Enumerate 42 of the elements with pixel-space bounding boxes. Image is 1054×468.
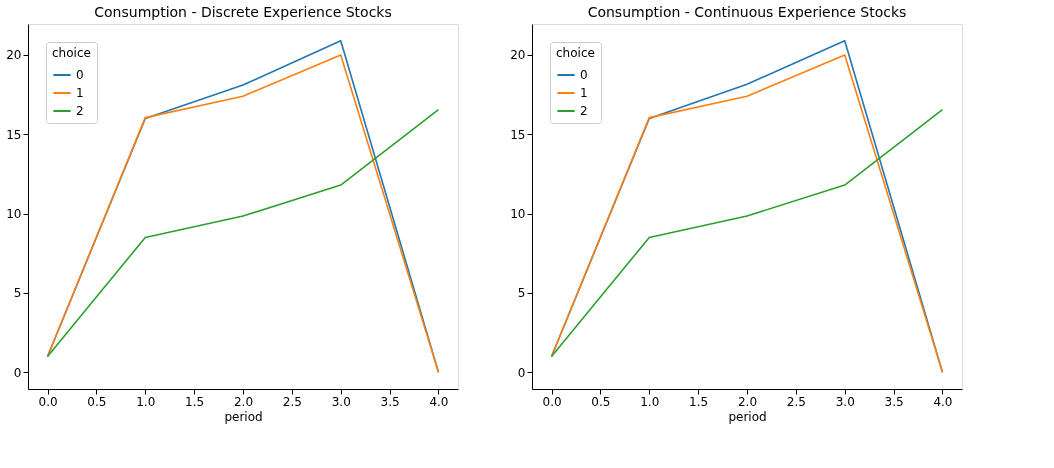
y-tick-label: 10 bbox=[510, 207, 526, 222]
y-tick-label: 15 bbox=[510, 127, 526, 142]
x-tick-label: 3.0 bbox=[835, 394, 855, 409]
legend-title: choice bbox=[556, 46, 595, 60]
legend-label: 1 bbox=[580, 86, 588, 100]
x-axis-title: period bbox=[224, 409, 263, 424]
x-tick-label: 2.0 bbox=[233, 394, 254, 409]
line-series bbox=[46, 108, 440, 358]
x-tick-label: 1.0 bbox=[640, 394, 660, 409]
y-tick-label: 10 bbox=[6, 207, 22, 222]
x-axis-title: period bbox=[728, 409, 767, 424]
x-tick-label: 0.0 bbox=[38, 394, 58, 409]
x-tick-label: 3.5 bbox=[884, 394, 904, 409]
chart-title: Consumption - Discrete Experience Stocks bbox=[94, 4, 392, 20]
y-tick-label: 15 bbox=[6, 127, 22, 142]
line-series bbox=[550, 108, 944, 358]
x-tick-label: 0.5 bbox=[591, 394, 611, 409]
x-tick-label: 2.5 bbox=[282, 394, 302, 409]
x-tick-label: 1.0 bbox=[136, 394, 156, 409]
y-tick-label: 5 bbox=[13, 286, 22, 301]
legend-label: 0 bbox=[76, 68, 84, 82]
legend-label: 0 bbox=[580, 68, 588, 82]
legend-label: 2 bbox=[76, 104, 84, 118]
y-tick-label: 0 bbox=[13, 365, 22, 380]
x-tick-label: 0.5 bbox=[87, 394, 107, 409]
x-tick-label: 1.5 bbox=[185, 394, 205, 409]
y-tick-label: 0 bbox=[517, 365, 526, 380]
x-tick-label: 4.0 bbox=[429, 394, 449, 409]
x-tick-label: 0.0 bbox=[542, 394, 562, 409]
legend-title: choice bbox=[52, 46, 91, 60]
x-tick-label: 4.0 bbox=[933, 394, 953, 409]
x-tick-label: 2.5 bbox=[786, 394, 806, 409]
legend-label: 2 bbox=[580, 104, 588, 118]
legend-label: 1 bbox=[76, 86, 84, 100]
x-tick-label: 1.5 bbox=[689, 394, 709, 409]
x-tick-label: 3.5 bbox=[380, 394, 400, 409]
y-tick-label: 20 bbox=[6, 48, 22, 63]
y-tick-label: 20 bbox=[510, 48, 526, 63]
chart-title: Consumption - Continuous Experience Stocks bbox=[587, 4, 907, 20]
x-tick-label: 3.0 bbox=[331, 394, 351, 409]
y-tick-label: 5 bbox=[517, 286, 526, 301]
x-tick-label: 2.0 bbox=[737, 394, 758, 409]
